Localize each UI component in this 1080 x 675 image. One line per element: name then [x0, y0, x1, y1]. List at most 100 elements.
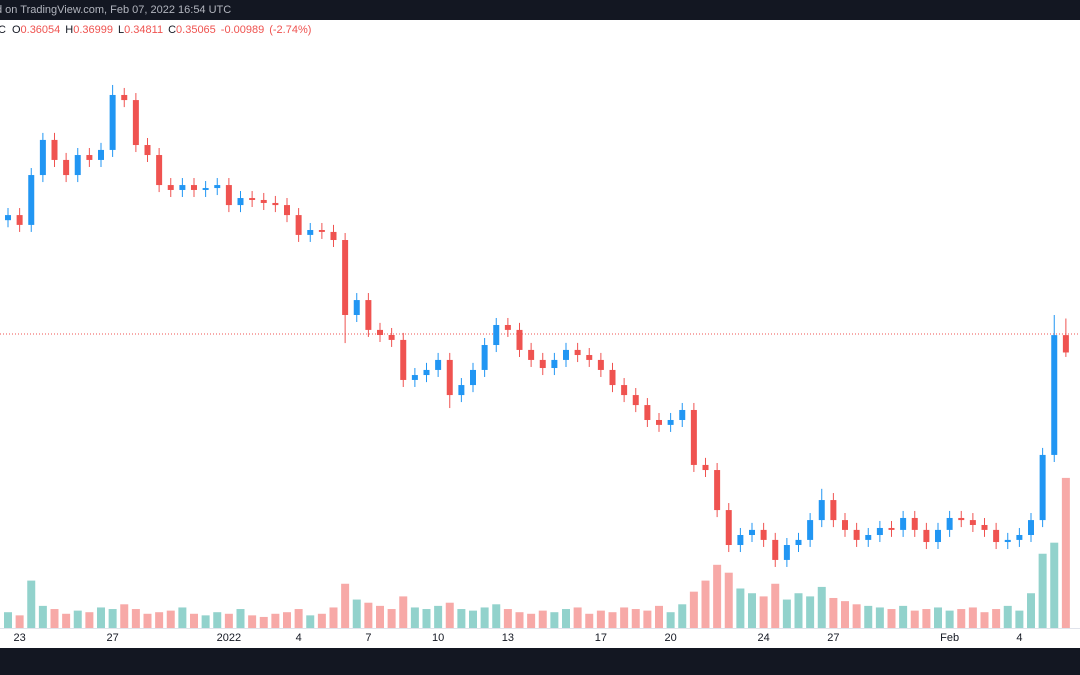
- volume-bar: [73, 610, 82, 628]
- volume-bar: [131, 609, 140, 628]
- volume-bar: [410, 607, 419, 628]
- volume-bar: [1015, 610, 1024, 628]
- candle-body: [342, 240, 349, 315]
- candle-body: [156, 155, 163, 186]
- candle-body: [1062, 335, 1069, 353]
- candle-body: [74, 155, 81, 176]
- volume-bar: [445, 602, 454, 628]
- candle-body: [214, 185, 221, 189]
- legend-key: H: [65, 24, 74, 36]
- volume-bar: [480, 607, 489, 628]
- legend-change: -0.00989: [220, 24, 265, 36]
- candle-body: [807, 520, 814, 540]
- candle-body: [783, 545, 790, 560]
- legend-change-pct: (-2.74%): [269, 24, 312, 36]
- volume-bar: [329, 607, 338, 628]
- candle-body: [179, 185, 186, 190]
- top-bar: d on TradingView.com, Feb 07, 2022 16:54…: [0, 0, 1080, 20]
- volume-bar: [968, 607, 977, 628]
- volume-bar: [689, 591, 698, 628]
- candle-body: [202, 188, 209, 190]
- candle-body: [586, 355, 593, 360]
- candle-body: [632, 395, 639, 406]
- x-axis-strip: [0, 628, 1080, 648]
- candle-body: [946, 517, 953, 530]
- candle-body: [318, 230, 325, 232]
- volume-bar: [759, 596, 768, 628]
- x-tick-label: 23: [14, 632, 26, 644]
- x-tick-label: 24: [758, 632, 770, 644]
- candle-body: [237, 198, 244, 206]
- candle-body: [284, 205, 290, 216]
- candle-body: [923, 529, 930, 543]
- volume-bar: [143, 613, 152, 628]
- volume-bar: [655, 605, 663, 628]
- volume-bar: [934, 607, 942, 628]
- legend-value: 0.34811: [124, 24, 164, 36]
- volume-bar: [713, 564, 722, 628]
- volume-bar: [97, 607, 105, 628]
- candle-body: [737, 535, 744, 546]
- candle-body: [621, 385, 628, 396]
- volume-bar: [631, 609, 640, 628]
- candle-body: [888, 527, 895, 530]
- candle-body: [458, 385, 465, 396]
- candle-body: [609, 369, 616, 386]
- x-tick-label: 10: [432, 632, 444, 644]
- volume-bar: [550, 612, 559, 628]
- candle-body: [249, 198, 256, 200]
- candle-body: [470, 369, 476, 386]
- volume-bar: [120, 604, 129, 628]
- candle-body: [365, 300, 372, 330]
- volume-bar: [38, 605, 47, 628]
- volume-bar: [62, 613, 71, 628]
- volume-bar: [85, 612, 94, 628]
- candle-body: [900, 517, 907, 530]
- volume-bar: [608, 612, 617, 628]
- volume-bar: [864, 605, 873, 628]
- candle-body: [539, 359, 546, 369]
- volume-bar: [782, 599, 791, 628]
- candle-body: [411, 375, 418, 380]
- candle-body: [981, 524, 988, 530]
- volume-bar: [736, 588, 745, 628]
- volume-bar: [352, 599, 361, 628]
- header-text: d on TradingView.com, Feb 07, 2022 16:54…: [0, 4, 232, 16]
- volume-bar: [108, 609, 117, 628]
- candle-body: [551, 359, 558, 369]
- legend-value: 0.35065: [176, 24, 216, 36]
- symbol: C: [0, 24, 6, 36]
- candle-body: [272, 202, 279, 206]
- x-tick-label: 7: [365, 632, 371, 644]
- volume-bar: [806, 596, 815, 628]
- candle-body: [388, 335, 395, 340]
- candle-body: [690, 409, 697, 465]
- candle-body: [842, 520, 848, 530]
- candle-body: [260, 199, 267, 203]
- volume-bar: [817, 586, 826, 628]
- volume-bar: [875, 607, 884, 628]
- candle-body: [98, 149, 104, 160]
- candle-body: [679, 409, 686, 420]
- volume-bar: [190, 613, 198, 628]
- volume-bar: [596, 610, 605, 628]
- volume-bar: [573, 607, 582, 628]
- candle-body: [5, 215, 11, 221]
- volume-bar: [364, 602, 373, 628]
- volume-bar: [201, 615, 210, 628]
- legend-key: O: [11, 24, 21, 36]
- x-tick-label: 13: [502, 632, 514, 644]
- volume-bar: [492, 604, 501, 628]
- volume-bar: [50, 609, 59, 628]
- volume-bar: [887, 609, 896, 628]
- candle-body: [516, 329, 523, 350]
- candle-body: [958, 517, 965, 521]
- candle-body: [109, 94, 116, 150]
- candle-body: [423, 369, 430, 376]
- x-tick-label: 2022: [217, 632, 241, 644]
- candle-body: [702, 464, 709, 471]
- candle-body: [714, 470, 721, 511]
- candle-body: [132, 100, 139, 146]
- candle-body: [51, 139, 58, 160]
